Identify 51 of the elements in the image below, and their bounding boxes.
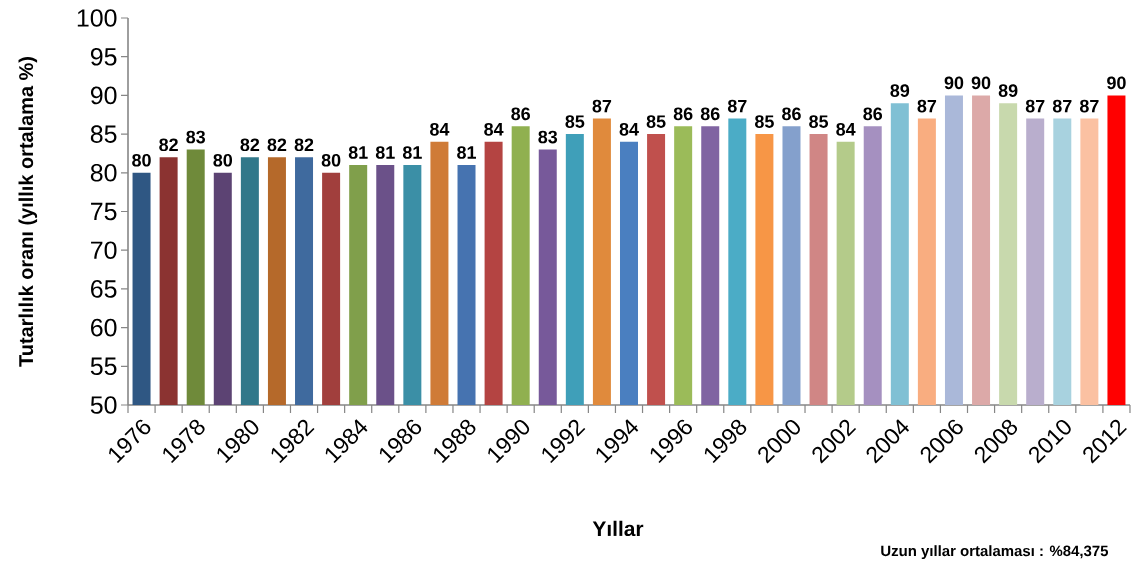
data-label: 90 xyxy=(971,76,991,90)
data-label: 82 xyxy=(294,138,314,152)
data-label: 86 xyxy=(673,107,693,121)
data-label: 84 xyxy=(430,122,450,136)
data-label: 85 xyxy=(809,115,829,128)
data-label: 86 xyxy=(782,107,801,121)
data-label: 86 xyxy=(700,107,720,121)
data-label: 85 xyxy=(754,115,774,128)
data-label: 84 xyxy=(619,122,639,136)
y-tick-label: 75 xyxy=(91,202,117,221)
data-label: 90 xyxy=(944,76,964,90)
y-tick-label: 55 xyxy=(90,357,117,375)
data-label: 87 xyxy=(1052,99,1072,113)
data-label: 81 xyxy=(457,146,476,159)
data-label: 81 xyxy=(348,146,368,159)
text: Uzun yıllar ortalaması : %84,375 xyxy=(881,545,1109,560)
data-label: 81 xyxy=(375,146,395,159)
y-tick-label: 80 xyxy=(90,163,117,182)
y-tick-label: 65 xyxy=(91,280,117,298)
data-label: 81 xyxy=(402,146,422,159)
data-label: 85 xyxy=(565,115,585,128)
data-label: 84 xyxy=(836,122,856,136)
data-label: 84 xyxy=(484,122,504,136)
data-label: 80 xyxy=(213,153,233,167)
data-label: 83 xyxy=(186,130,206,144)
data-label: 89 xyxy=(998,84,1018,97)
data-label: 82 xyxy=(267,138,287,152)
y-axis-title: Tutarlılık oranı (yıllık ortalama %) xyxy=(18,57,38,367)
data-label: 82 xyxy=(159,138,178,152)
y-tick-label: 70 xyxy=(91,241,117,260)
data-label: 85 xyxy=(646,115,666,128)
data-label: 86 xyxy=(511,107,530,121)
data-label: 83 xyxy=(538,130,558,144)
data-label: 87 xyxy=(1079,99,1099,113)
data-label: 89 xyxy=(890,84,910,97)
y-tick-label: 95 xyxy=(90,47,117,66)
data-label: 82 xyxy=(240,138,260,152)
data-label: 87 xyxy=(1025,99,1045,113)
y-tick-label: 90 xyxy=(90,86,117,105)
x-axis-title: Yıllar xyxy=(592,520,644,537)
data-label: 87 xyxy=(917,99,937,113)
y-tick-label: 100 xyxy=(77,9,117,27)
y-tick-label: 60 xyxy=(91,318,117,337)
y-tick-label: 50 xyxy=(90,396,117,414)
data-label: 86 xyxy=(863,107,883,121)
data-label: 80 xyxy=(321,153,341,167)
data-label: 87 xyxy=(727,99,747,113)
y-tick-label: 85 xyxy=(90,125,117,143)
data-label: 90 xyxy=(1107,76,1126,90)
data-label: 80 xyxy=(132,153,151,167)
data-label: 87 xyxy=(592,99,612,113)
